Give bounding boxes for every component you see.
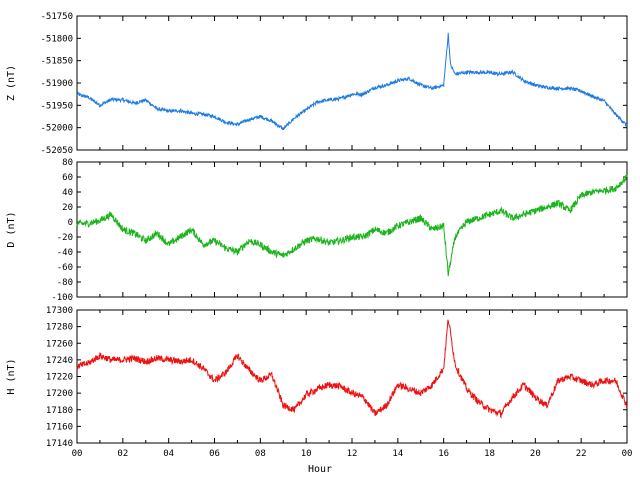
y-tick-label: 17140 [46, 439, 73, 449]
x-tick-label: 04 [163, 449, 174, 459]
x-tick-label: 16 [438, 449, 449, 459]
x-tick-label: 22 [576, 449, 587, 459]
x-tick-label: 06 [209, 449, 220, 459]
y-tick-label: -51750 [40, 12, 73, 22]
x-tick-label: 00 [622, 449, 633, 459]
x-tick-label: 20 [530, 449, 541, 459]
y-tick-label: 40 [62, 188, 73, 198]
y-tick-label: -20 [57, 233, 73, 243]
x-tick-label: 10 [301, 449, 312, 459]
y-tick-label: -40 [57, 248, 73, 258]
y-tick-label: 17220 [46, 373, 73, 383]
y-tick-label: -60 [57, 263, 73, 273]
y-tick-label: 17260 [46, 339, 73, 349]
series-line [76, 174, 628, 277]
y-tick-label: -52050 [40, 146, 73, 156]
y-axis-title: Z (nT) [6, 65, 17, 101]
y-tick-label: -80 [57, 278, 73, 288]
panel-0: -51750 -51800 -51850 -51900 -51950 -52000 -520… [6, 12, 628, 156]
plot-frame [76, 15, 628, 151]
y-tick-label: 60 [62, 173, 73, 183]
y-tick-label: -52000 [40, 124, 73, 134]
y-tick-label: -51850 [40, 57, 73, 67]
y-tick-label: 17280 [46, 323, 73, 333]
x-tick-label: 14 [392, 449, 403, 459]
series-line [76, 319, 628, 419]
y-tick-label: -51900 [40, 79, 73, 89]
y-tick-label: 17160 [46, 422, 73, 432]
y-tick-label: 17240 [46, 356, 73, 366]
y-tick-label: 17180 [46, 406, 73, 416]
y-tick-label: 17200 [46, 389, 73, 399]
y-tick-label: 17300 [46, 306, 73, 316]
x-tick-label: 02 [117, 449, 128, 459]
x-axis-title: Hour [308, 464, 332, 475]
y-tick-label: -51950 [40, 101, 73, 111]
y-tick-label: -100 [51, 293, 73, 303]
plot-frame [76, 161, 628, 298]
y-tick-label: 80 [62, 158, 73, 168]
y-axis-title: H (nT) [6, 358, 17, 394]
y-tick-label: -51800 [40, 34, 73, 44]
series-line [76, 32, 628, 131]
y-axis-title: D (nT) [6, 211, 17, 247]
x-tick-label: 12 [347, 449, 358, 459]
panel-2: 17300 17280 17260 17240 17220 17200 17180 17160… [6, 306, 632, 459]
x-tick-label: 18 [484, 449, 495, 459]
plot-frame [76, 309, 628, 444]
panel-1: 80 60 40 20 0 -20 -40 -60 -80 -100 D (nT) [6, 158, 628, 303]
plots-group: -51750 -51800 -51850 -51900 -51950 -52000 -520… [6, 12, 632, 459]
x-tick-label: 00 [72, 449, 83, 459]
y-tick-label: 0 [68, 218, 73, 228]
y-tick-label: 20 [62, 203, 73, 213]
x-tick-label: 08 [255, 449, 266, 459]
